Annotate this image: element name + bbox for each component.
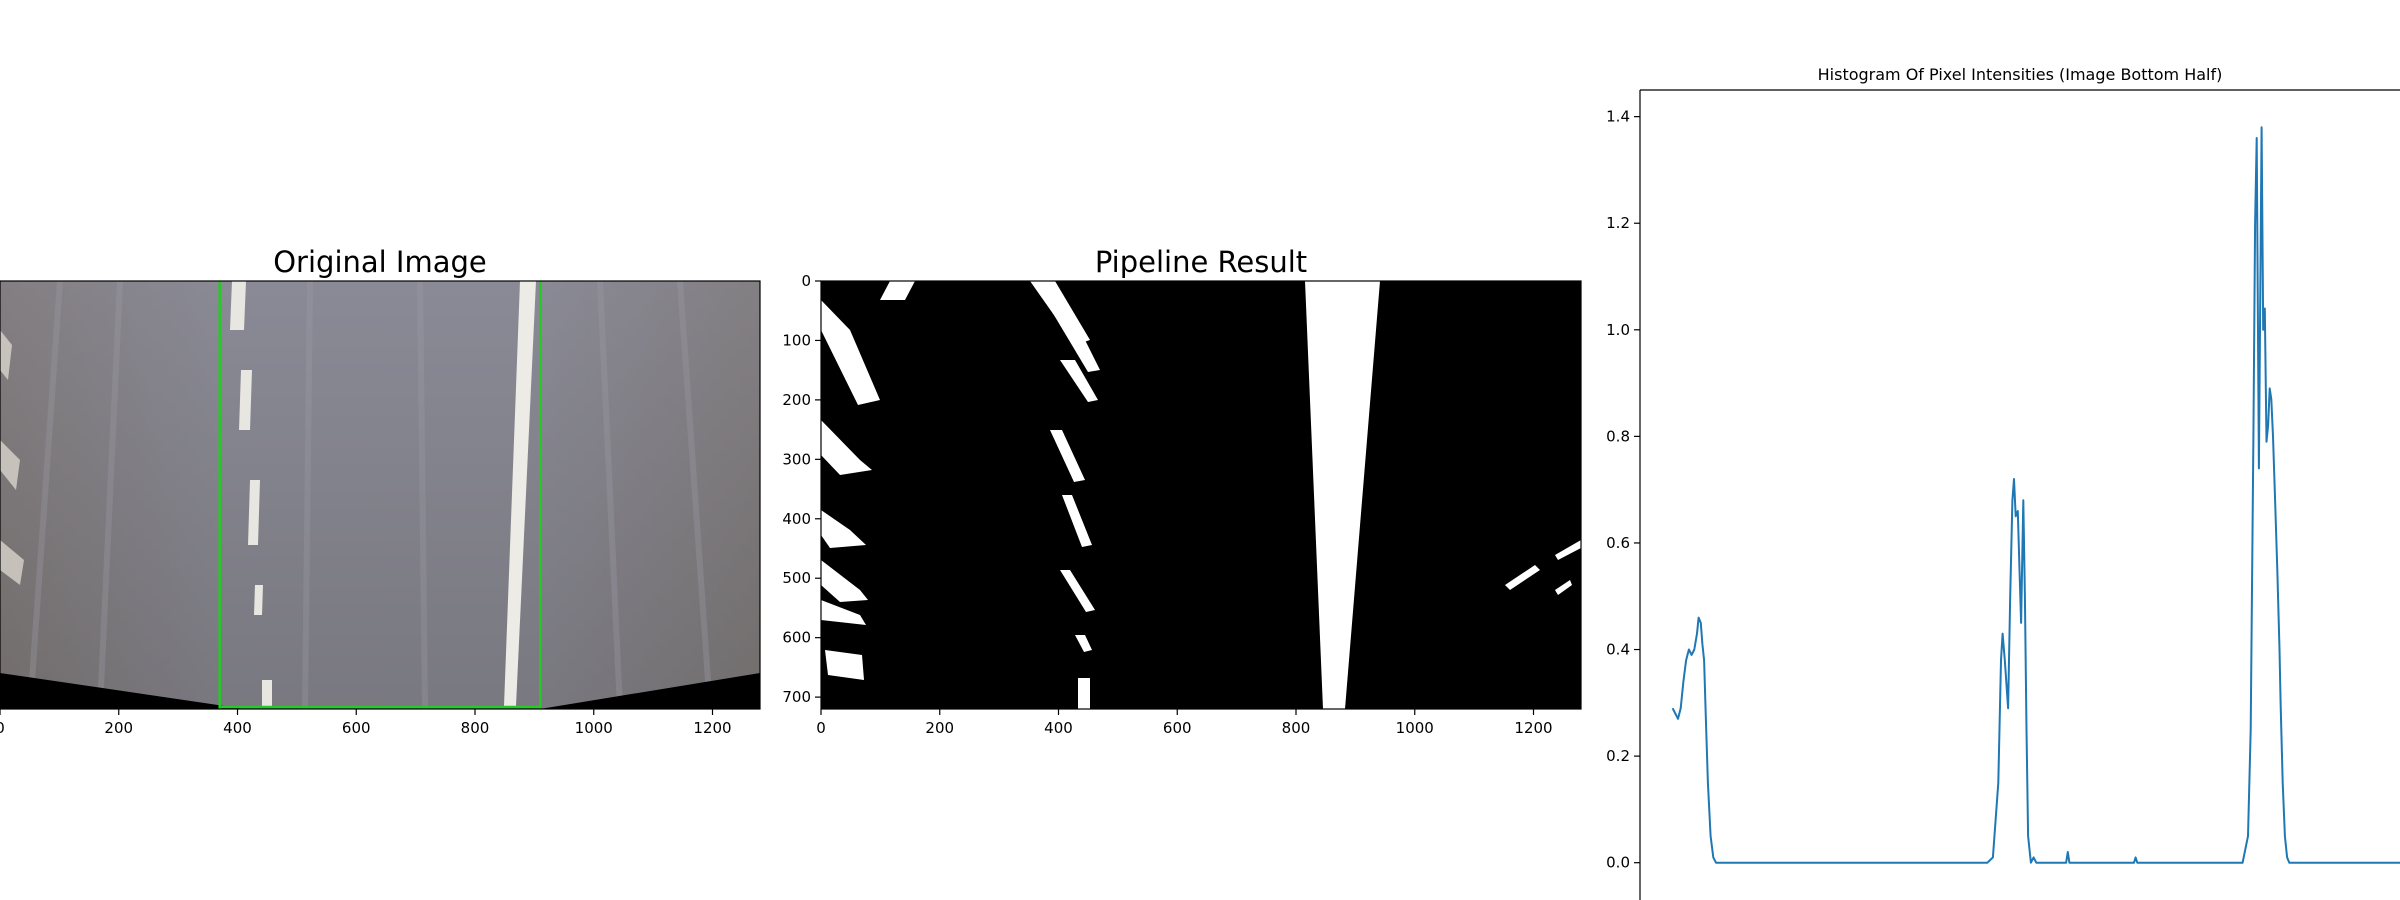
x-tick-label: 1000 bbox=[1396, 719, 1434, 737]
y-tick-label: 0 bbox=[801, 272, 811, 290]
y-tick-label: 0.2 bbox=[1606, 747, 1630, 765]
original-image-panel: Original Image bbox=[0, 245, 761, 737]
y-tick-label: 200 bbox=[782, 391, 811, 409]
binary-mask bbox=[821, 281, 1581, 709]
pipeline-y-axis: 0 100 200 300 400 500 600 700 bbox=[782, 272, 821, 706]
x-tick-label: 200 bbox=[104, 719, 133, 737]
x-tick-label: 1000 bbox=[575, 719, 613, 737]
pipeline-result-panel: Pipeline Result bbox=[782, 245, 1582, 737]
x-tick-label: 0 bbox=[0, 719, 5, 737]
y-tick-label: 300 bbox=[782, 450, 811, 468]
x-tick-label: 800 bbox=[461, 719, 490, 737]
x-tick-label: 0 bbox=[816, 719, 826, 737]
y-tick-label: 0.4 bbox=[1606, 641, 1630, 659]
y-tick-label: 0.8 bbox=[1606, 427, 1630, 445]
histogram-title: Histogram Of Pixel Intensities (Image Bo… bbox=[1818, 65, 2223, 84]
y-tick-label: 1.4 bbox=[1606, 108, 1630, 126]
histogram-panel: Histogram Of Pixel Intensities (Image Bo… bbox=[1606, 65, 2400, 900]
original-image-title: Original Image bbox=[273, 245, 487, 279]
y-tick-label: 1.2 bbox=[1606, 214, 1630, 232]
x-tick-label: 400 bbox=[223, 719, 252, 737]
x-tick-label: 600 bbox=[342, 719, 371, 737]
x-tick-label: 200 bbox=[925, 719, 954, 737]
y-tick-label: 700 bbox=[782, 688, 811, 706]
pipeline-result-title: Pipeline Result bbox=[1095, 245, 1307, 279]
y-tick-label: 1.0 bbox=[1606, 321, 1630, 339]
left-lane-dashes bbox=[230, 281, 272, 706]
y-tick-label: 0.6 bbox=[1606, 534, 1630, 552]
x-tick-label: 1200 bbox=[693, 719, 731, 737]
x-tick-label: 600 bbox=[1163, 719, 1192, 737]
y-tick-label: 400 bbox=[782, 510, 811, 528]
y-tick-label: 500 bbox=[782, 569, 811, 587]
x-tick-label: 800 bbox=[1282, 719, 1311, 737]
histogram-series-line bbox=[1671, 126, 2400, 864]
road-photo bbox=[0, 281, 760, 709]
x-tick-label: 400 bbox=[1044, 719, 1073, 737]
original-x-axis: 0 200 400 600 800 1000 1200 bbox=[0, 709, 732, 737]
right-lane-line bbox=[504, 281, 536, 706]
histogram-y-axis: 0.0 0.2 0.4 0.6 0.8 1.0 1.2 1.4 bbox=[1606, 108, 1640, 872]
y-tick-label: 0.0 bbox=[1606, 854, 1630, 872]
histogram-axes-frame bbox=[1639, 89, 2400, 900]
x-tick-label: 1200 bbox=[1514, 719, 1552, 737]
roi-lines bbox=[218, 281, 542, 709]
y-tick-label: 600 bbox=[782, 629, 811, 647]
pipeline-x-axis: 0 200 400 600 800 1000 1200 bbox=[816, 709, 1553, 737]
y-tick-label: 100 bbox=[782, 331, 811, 349]
